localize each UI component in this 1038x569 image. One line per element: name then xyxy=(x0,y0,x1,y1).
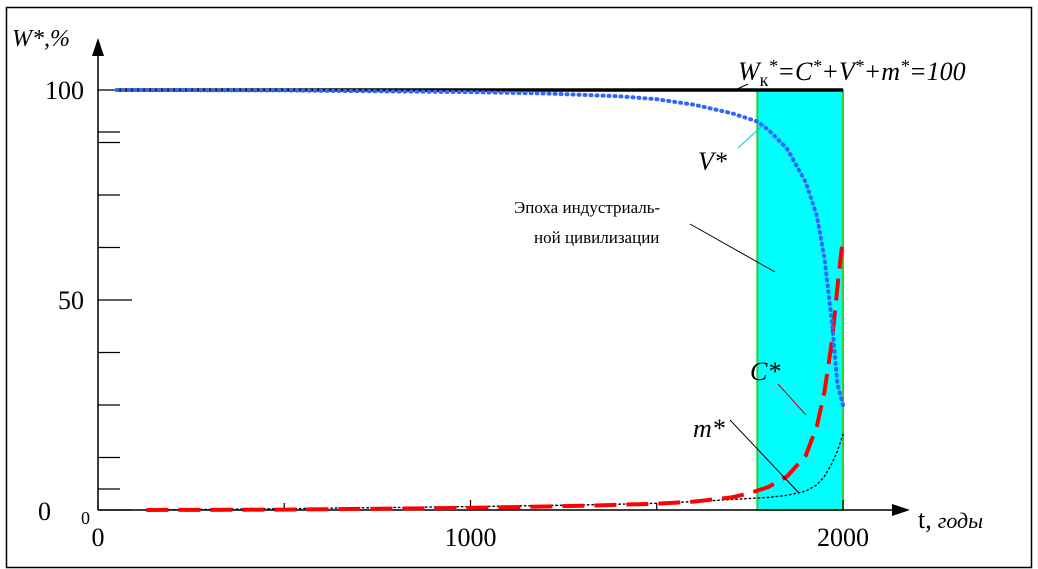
v-series-label: V* xyxy=(698,147,727,176)
wk-formula-plus-m: +m xyxy=(864,57,900,86)
epoch-leader-line xyxy=(689,223,776,273)
origin-x-zero-sub-label: 0 xyxy=(81,508,90,528)
x-tick-label-0: 0 xyxy=(92,523,105,552)
outer-frame xyxy=(5,6,1033,569)
series-line-2 xyxy=(146,236,845,512)
x-axis-arrow xyxy=(892,504,910,516)
m-series-label: m* xyxy=(693,414,725,443)
c-leader-line xyxy=(777,383,807,416)
x-axis-label-main: t, xyxy=(918,505,932,534)
wk-formula-w: W xyxy=(738,57,762,86)
axis-ticks xyxy=(97,89,844,511)
x-tick-label-2: 2000 xyxy=(817,523,869,552)
wk-formula-eq-value: =100 xyxy=(909,57,966,86)
series-line-3 xyxy=(145,433,844,511)
industrial-epoch-band xyxy=(756,89,845,511)
v-leader-line xyxy=(737,125,763,149)
wk-formula-k-sub: к xyxy=(760,70,769,90)
y-axis-arrow xyxy=(92,38,104,56)
wk-formula-eq-c: =C xyxy=(777,57,813,86)
x-tick-label-1: 1000 xyxy=(445,523,497,552)
c-series-label: C* xyxy=(750,357,780,386)
epoch-label-line2: ной цивилизации xyxy=(534,228,659,247)
wk-formula-plus-v: +V xyxy=(821,57,858,86)
wk-formula-star4: * xyxy=(900,56,909,76)
series-line-1 xyxy=(114,88,845,407)
m-leader-line xyxy=(729,419,799,493)
epoch-label-line1: Эпоха индустриаль- xyxy=(514,198,661,217)
wk-formula-star1: * xyxy=(768,56,777,76)
wk-formula-star3: * xyxy=(855,56,864,76)
series-layer xyxy=(114,88,845,512)
origin-y-zero-label: 0 xyxy=(38,497,51,526)
annotations: W*,% Wк*=C*+V*+m*=100 V* Эпоха индустриа… xyxy=(12,26,983,534)
wk-formula-star2: * xyxy=(812,56,821,76)
wk-formula: Wк*=C*+V*+m*=100 xyxy=(738,56,966,90)
x-axis-label-unit: годы xyxy=(938,508,983,533)
x-axis-label: t, годы xyxy=(918,505,983,534)
wk-leader-line xyxy=(734,83,749,91)
y-tick-label-1: 50 xyxy=(58,286,84,315)
y-axis-label: W*,% xyxy=(12,26,70,52)
y-tick-label-2: 100 xyxy=(45,76,84,105)
